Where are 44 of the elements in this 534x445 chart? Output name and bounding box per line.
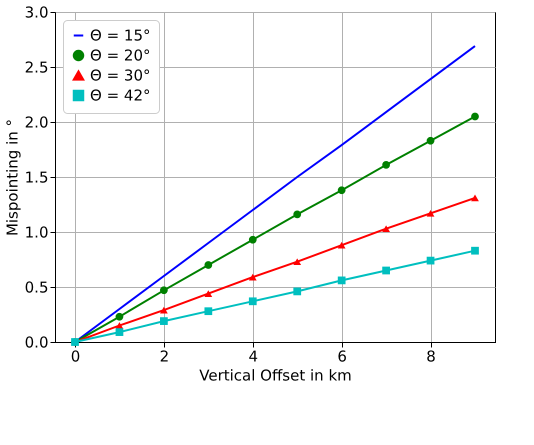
point <box>471 246 479 255</box>
point <box>426 256 434 264</box>
y-tick-label: 2.5 <box>24 58 48 76</box>
point <box>471 194 479 202</box>
x-tick-label: 0 <box>70 348 80 366</box>
legend-label: Θ = 20° <box>90 46 150 64</box>
point <box>382 161 390 169</box>
point <box>426 210 434 217</box>
x-tick-label: 6 <box>337 348 347 366</box>
point <box>471 112 479 120</box>
point <box>338 276 346 284</box>
x-tick-label: 2 <box>160 348 170 366</box>
legend-label: Θ = 42° <box>90 86 150 104</box>
y-tick-label: 0.5 <box>24 278 48 296</box>
y-tick-label: 3.0 <box>24 4 48 22</box>
y-tick-label: 0.0 <box>24 334 48 352</box>
point <box>293 288 302 296</box>
legend-label: Θ = 30° <box>90 66 150 84</box>
y-tick-label: 1.5 <box>24 168 48 186</box>
point <box>160 317 168 325</box>
y-tick-label: 2.0 <box>24 114 48 132</box>
point <box>160 306 168 314</box>
point <box>116 312 124 321</box>
point <box>248 297 257 306</box>
point <box>116 328 124 336</box>
point <box>382 225 390 232</box>
point <box>382 266 390 274</box>
x-tick-label: 8 <box>426 348 436 366</box>
point <box>293 210 302 218</box>
point <box>426 136 434 145</box>
y-axis-title: Mispointing in ° <box>4 118 22 236</box>
point <box>204 261 212 269</box>
point <box>338 186 346 194</box>
point <box>204 307 212 316</box>
point <box>160 286 168 294</box>
point <box>293 258 302 266</box>
legend-label: Θ = 15° <box>90 26 150 44</box>
x-tick-label: 4 <box>248 348 258 366</box>
x-axis-title: Vertical Offset in km <box>199 366 352 384</box>
y-tick-label: 1.0 <box>24 224 48 242</box>
point <box>248 236 257 244</box>
point <box>204 290 212 297</box>
point <box>338 242 346 249</box>
point <box>248 274 257 280</box>
